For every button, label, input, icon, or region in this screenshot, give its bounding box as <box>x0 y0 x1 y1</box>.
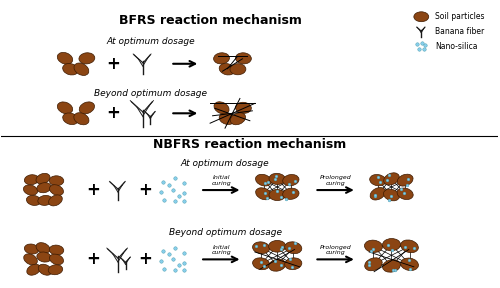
Ellipse shape <box>58 102 72 114</box>
Ellipse shape <box>48 195 62 206</box>
Ellipse shape <box>230 113 246 125</box>
Ellipse shape <box>48 265 62 275</box>
Ellipse shape <box>24 175 39 185</box>
Ellipse shape <box>397 188 413 200</box>
Ellipse shape <box>400 240 418 253</box>
Ellipse shape <box>36 242 50 253</box>
Ellipse shape <box>256 174 272 186</box>
Text: Soil particles: Soil particles <box>435 12 484 21</box>
Ellipse shape <box>364 258 382 271</box>
Ellipse shape <box>236 102 252 113</box>
Ellipse shape <box>24 254 38 265</box>
Ellipse shape <box>382 260 400 272</box>
Ellipse shape <box>256 188 272 200</box>
Ellipse shape <box>38 264 52 275</box>
Text: Initial
curing: Initial curing <box>212 245 231 255</box>
Ellipse shape <box>74 113 89 125</box>
Ellipse shape <box>36 173 50 184</box>
Ellipse shape <box>24 185 38 195</box>
Ellipse shape <box>414 12 429 22</box>
Ellipse shape <box>282 175 299 186</box>
Text: Banana fiber: Banana fiber <box>435 27 484 36</box>
Ellipse shape <box>252 242 270 254</box>
Text: Nano-silica: Nano-silica <box>435 42 478 51</box>
Ellipse shape <box>370 187 386 200</box>
Ellipse shape <box>230 64 246 75</box>
Ellipse shape <box>79 53 95 64</box>
Text: BFRS reaction mechanism: BFRS reaction mechanism <box>118 14 302 27</box>
Ellipse shape <box>268 259 285 271</box>
Text: Prolonged
curing: Prolonged curing <box>320 245 352 255</box>
Ellipse shape <box>58 52 72 64</box>
Text: At optimum dosage: At optimum dosage <box>106 37 195 46</box>
Ellipse shape <box>37 252 51 262</box>
Text: At optimum dosage: At optimum dosage <box>180 159 270 168</box>
Text: NBFRS reaction mechanism: NBFRS reaction mechanism <box>153 138 346 151</box>
Ellipse shape <box>79 102 94 114</box>
Text: Initial
curing: Initial curing <box>212 175 231 186</box>
Text: Prolonged
curing: Prolonged curing <box>320 175 352 186</box>
Text: +: + <box>138 181 152 199</box>
Ellipse shape <box>50 245 64 255</box>
Ellipse shape <box>62 63 78 75</box>
Ellipse shape <box>269 173 285 185</box>
Text: Beyond optimum dosage: Beyond optimum dosage <box>168 228 281 237</box>
Ellipse shape <box>397 174 413 186</box>
Ellipse shape <box>24 244 39 254</box>
Ellipse shape <box>50 185 64 195</box>
Ellipse shape <box>50 254 64 265</box>
Text: +: + <box>138 250 152 268</box>
Ellipse shape <box>38 195 52 205</box>
Ellipse shape <box>269 190 285 200</box>
Ellipse shape <box>252 258 270 270</box>
Ellipse shape <box>214 53 230 64</box>
Text: +: + <box>86 181 101 199</box>
Ellipse shape <box>219 113 235 124</box>
Ellipse shape <box>62 113 78 125</box>
Ellipse shape <box>364 240 382 253</box>
Ellipse shape <box>384 189 400 201</box>
Text: +: + <box>106 55 120 73</box>
Ellipse shape <box>384 173 400 185</box>
Text: +: + <box>106 104 120 122</box>
Ellipse shape <box>219 63 235 75</box>
Ellipse shape <box>400 258 418 270</box>
Ellipse shape <box>26 195 41 205</box>
Ellipse shape <box>370 175 386 186</box>
Ellipse shape <box>27 264 40 275</box>
Ellipse shape <box>236 53 252 64</box>
Ellipse shape <box>282 188 299 199</box>
Ellipse shape <box>284 242 302 254</box>
Ellipse shape <box>49 176 64 186</box>
Text: Beyond optimum dosage: Beyond optimum dosage <box>94 88 207 98</box>
Ellipse shape <box>284 258 302 270</box>
Ellipse shape <box>214 102 229 114</box>
Ellipse shape <box>74 63 89 75</box>
Text: +: + <box>86 250 101 268</box>
Ellipse shape <box>268 240 286 252</box>
Ellipse shape <box>37 183 51 193</box>
Ellipse shape <box>382 238 400 251</box>
